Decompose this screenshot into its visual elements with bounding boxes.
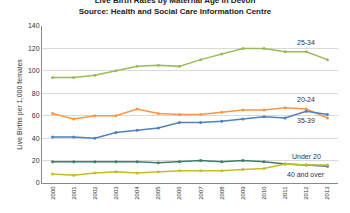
svg-text:20: 20 xyxy=(32,157,40,164)
svg-text:35-39: 35-39 xyxy=(297,117,315,124)
svg-text:2010: 2010 xyxy=(261,186,267,200)
svg-text:2012: 2012 xyxy=(303,186,309,200)
svg-text:40 and over: 40 and over xyxy=(287,171,325,178)
svg-text:2011: 2011 xyxy=(282,186,288,200)
svg-text:2001: 2001 xyxy=(71,186,77,200)
svg-text:2007: 2007 xyxy=(198,186,204,200)
svg-text:2009: 2009 xyxy=(240,186,246,200)
svg-text:20-24: 20-24 xyxy=(297,96,315,103)
svg-text:2004: 2004 xyxy=(134,186,140,200)
svg-text:2006: 2006 xyxy=(176,186,182,200)
svg-text:Under 20: Under 20 xyxy=(292,153,321,160)
svg-text:80: 80 xyxy=(32,90,40,97)
svg-text:60: 60 xyxy=(32,112,40,119)
svg-text:25-34: 25-34 xyxy=(297,39,315,46)
svg-text:40: 40 xyxy=(32,135,40,142)
svg-text:2002: 2002 xyxy=(92,186,98,200)
svg-text:Live Births per 1,000 females: Live Births per 1,000 females xyxy=(16,59,24,150)
svg-text:Live Birth Rates by Maternal A: Live Birth Rates by Maternal Age in Devo… xyxy=(79,0,272,16)
svg-text:100: 100 xyxy=(28,67,40,74)
svg-text:0: 0 xyxy=(36,179,40,186)
svg-text:140: 140 xyxy=(28,22,40,29)
svg-text:2003: 2003 xyxy=(113,186,119,200)
svg-text:2008: 2008 xyxy=(219,186,225,200)
svg-text:2005: 2005 xyxy=(155,186,161,200)
svg-text:2000: 2000 xyxy=(50,186,56,200)
svg-text:2013: 2013 xyxy=(324,186,330,200)
svg-text:120: 120 xyxy=(28,45,40,52)
